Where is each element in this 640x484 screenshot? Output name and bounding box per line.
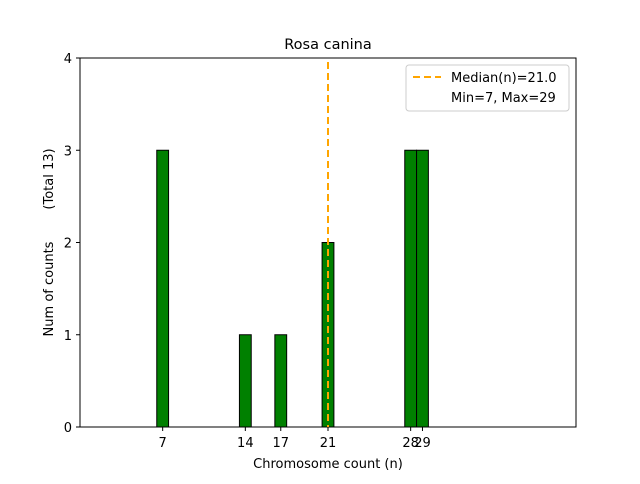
chart-title: Rosa canina xyxy=(284,37,372,53)
y-tick-label: 4 xyxy=(64,52,72,67)
histogram-bar xyxy=(274,334,288,428)
x-tick-label: 17 xyxy=(272,436,289,451)
histogram-bar xyxy=(321,242,335,428)
y-axis-total-label: (Total 13) xyxy=(42,148,57,209)
y-tick-label: 1 xyxy=(64,329,72,344)
y-tick-label: 0 xyxy=(64,421,72,436)
x-axis-label: Chromosome count (n) xyxy=(253,457,403,472)
legend-box xyxy=(405,64,570,112)
x-tick-label: 28 xyxy=(402,436,419,451)
legend-entry-median: Median(n)=21.0 xyxy=(451,71,557,86)
x-tick-label: 7 xyxy=(159,436,167,451)
y-tick-label: 2 xyxy=(64,237,72,252)
y-axis-label: Num of counts xyxy=(42,241,57,336)
histogram-bar xyxy=(404,149,418,428)
histogram-bar xyxy=(416,149,429,428)
y-tick-label: 3 xyxy=(64,144,72,159)
legend: Median(n)=21.0 Min=7, Max=29 xyxy=(405,64,570,112)
x-tick-label: 21 xyxy=(320,436,337,451)
histogram-bar xyxy=(156,149,170,428)
legend-entry-minmax: Min=7, Max=29 xyxy=(451,91,556,106)
x-tick-label: 14 xyxy=(237,436,254,451)
x-tick-label: 29 xyxy=(414,436,431,451)
histogram-bar xyxy=(238,334,252,428)
